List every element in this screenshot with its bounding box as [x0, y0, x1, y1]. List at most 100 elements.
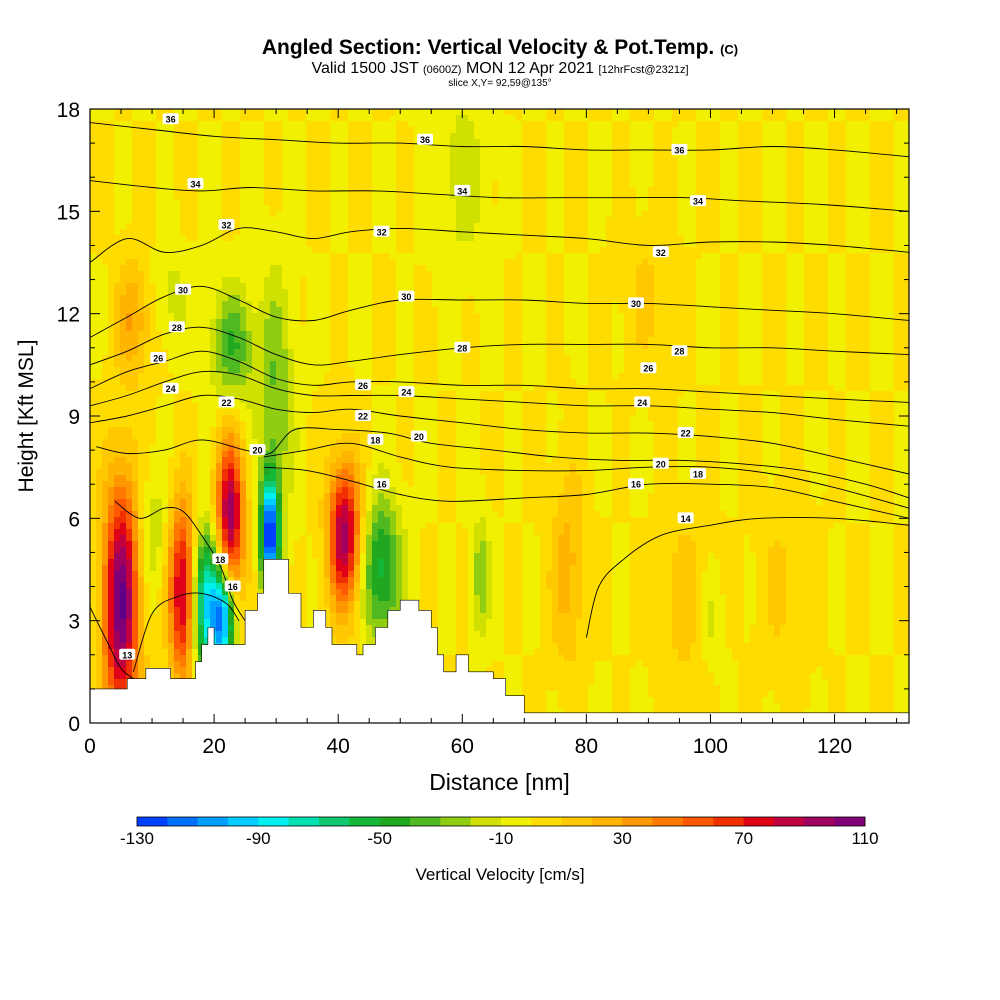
velocity-cell — [342, 205, 349, 212]
velocity-cell — [762, 133, 769, 140]
velocity-cell — [408, 157, 415, 164]
velocity-cell — [594, 265, 601, 272]
velocity-cell — [810, 139, 817, 146]
velocity-cell — [390, 139, 397, 146]
velocity-cell — [432, 133, 439, 140]
velocity-cell — [540, 217, 547, 224]
velocity-cell — [606, 181, 613, 188]
velocity-cell — [126, 181, 133, 188]
velocity-cell — [636, 229, 643, 236]
velocity-cell — [864, 223, 871, 230]
velocity-cell — [780, 271, 787, 278]
velocity-cell — [834, 235, 841, 242]
velocity-cell — [816, 265, 823, 272]
velocity-cell — [174, 229, 181, 236]
velocity-cell — [438, 247, 445, 254]
velocity-cell — [756, 277, 763, 284]
velocity-cell — [822, 319, 829, 326]
velocity-cell — [822, 151, 829, 158]
velocity-cell — [822, 211, 829, 218]
velocity-cell — [504, 277, 511, 284]
velocity-cell — [714, 199, 721, 206]
velocity-cell — [336, 295, 343, 302]
velocity-cell — [486, 217, 493, 224]
velocity-cell — [588, 259, 595, 266]
velocity-cell — [126, 163, 133, 170]
velocity-cell — [330, 271, 337, 278]
velocity-cell — [786, 121, 793, 128]
velocity-cell — [150, 205, 157, 212]
velocity-cell — [714, 145, 721, 152]
velocity-cell — [534, 235, 541, 242]
velocity-cell — [660, 229, 667, 236]
velocity-cell — [858, 121, 865, 128]
velocity-cell — [888, 199, 895, 206]
velocity-cell — [744, 181, 751, 188]
velocity-cell — [396, 193, 403, 200]
velocity-cell — [510, 223, 517, 230]
velocity-cell — [198, 235, 205, 242]
velocity-cell — [768, 169, 775, 176]
velocity-cell — [354, 181, 361, 188]
velocity-cell — [180, 193, 187, 200]
velocity-cell — [108, 205, 115, 212]
velocity-cell — [312, 259, 319, 266]
velocity-cell — [528, 265, 535, 272]
velocity-cell — [420, 295, 427, 302]
velocity-cell — [618, 235, 625, 242]
velocity-cell — [540, 145, 547, 152]
velocity-cell — [756, 223, 763, 230]
velocity-cell — [876, 175, 883, 182]
velocity-cell — [210, 313, 217, 320]
velocity-cell — [828, 259, 835, 266]
velocity-cell — [828, 193, 835, 200]
velocity-cell — [360, 283, 367, 290]
velocity-cell — [216, 139, 223, 146]
velocity-cell — [516, 289, 523, 296]
velocity-cell — [348, 139, 355, 146]
velocity-cell — [456, 193, 463, 200]
velocity-cell — [516, 235, 523, 242]
velocity-cell — [252, 169, 259, 176]
velocity-cell — [522, 301, 529, 308]
velocity-cell — [570, 265, 577, 272]
velocity-cell — [144, 259, 151, 266]
velocity-cell — [474, 109, 481, 116]
velocity-cell — [828, 295, 835, 302]
velocity-cell — [156, 265, 163, 272]
velocity-cell — [894, 187, 901, 194]
velocity-cell — [792, 199, 799, 206]
velocity-cell — [180, 247, 187, 254]
velocity-cell — [372, 193, 379, 200]
velocity-cell — [492, 301, 499, 308]
velocity-cell — [192, 193, 199, 200]
velocity-cell — [678, 313, 685, 320]
velocity-cell — [306, 169, 313, 176]
velocity-cell — [906, 253, 909, 260]
velocity-cell — [654, 313, 661, 320]
velocity-cell — [396, 283, 403, 290]
velocity-cell — [648, 187, 655, 194]
velocity-cell — [834, 175, 841, 182]
velocity-cell — [258, 289, 265, 296]
velocity-cell — [426, 163, 433, 170]
velocity-cell — [306, 259, 313, 266]
velocity-cell — [288, 169, 295, 176]
velocity-cell — [858, 139, 865, 146]
velocity-cell — [294, 199, 301, 206]
velocity-cell — [618, 253, 625, 260]
velocity-cell — [738, 133, 745, 140]
velocity-cell — [708, 241, 715, 248]
velocity-cell — [348, 187, 355, 194]
velocity-cell — [810, 223, 817, 230]
velocity-cell — [414, 253, 421, 260]
velocity-cell — [90, 127, 97, 134]
velocity-cell — [756, 193, 763, 200]
velocity-cell — [594, 211, 601, 218]
velocity-cell — [324, 265, 331, 272]
velocity-cell — [360, 247, 367, 254]
velocity-cell — [264, 199, 271, 206]
velocity-cell — [714, 301, 721, 308]
velocity-cell — [474, 253, 481, 260]
velocity-cell — [324, 277, 331, 284]
